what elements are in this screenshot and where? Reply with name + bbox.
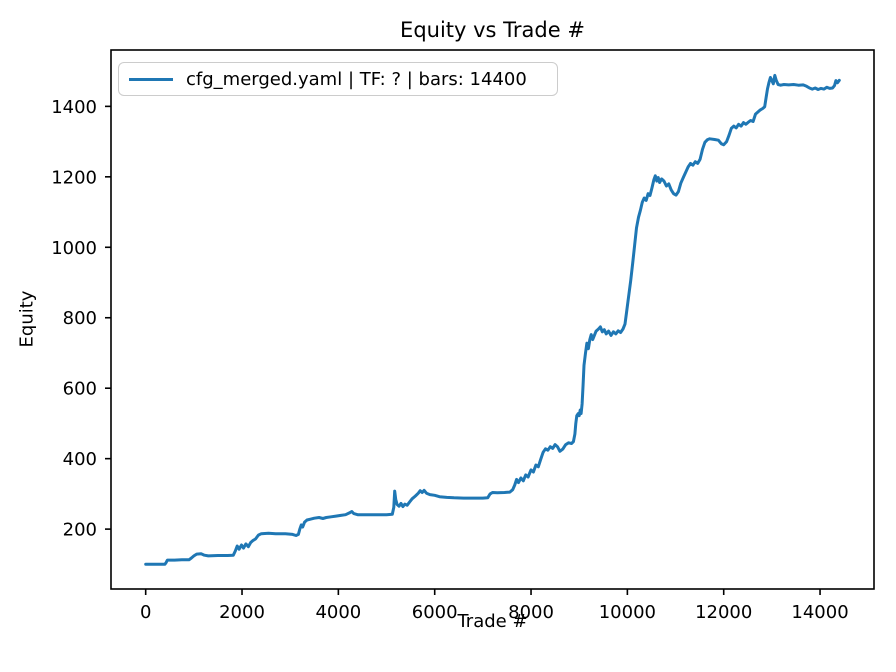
y-tick-label: 1000 xyxy=(51,238,97,259)
equity-line xyxy=(144,73,841,566)
axes-frame xyxy=(110,49,875,590)
legend: cfg_merged.yaml | TF: ? | bars: 14400 xyxy=(118,62,558,96)
x-tick-label: 2000 xyxy=(219,602,265,623)
y-tick-label: 800 xyxy=(63,308,97,329)
y-tick-label: 200 xyxy=(63,520,97,541)
y-tick-label: 1200 xyxy=(51,167,97,188)
y-tick-label: 1400 xyxy=(51,97,97,118)
x-tick-label: 10000 xyxy=(599,602,656,623)
x-tick-label: 0 xyxy=(140,602,151,623)
y-tick-label: 600 xyxy=(63,379,97,400)
x-tick-label: 12000 xyxy=(695,602,752,623)
legend-line-sample-icon xyxy=(129,77,173,81)
y-tick-label: 400 xyxy=(63,449,97,470)
x-tick-label: 8000 xyxy=(508,602,554,623)
x-tick-label: 6000 xyxy=(412,602,458,623)
chart-title: Equity vs Trade # xyxy=(400,18,585,42)
y-axis-label: Equity xyxy=(16,290,38,348)
x-tick-label: 4000 xyxy=(315,602,361,623)
legend-label: cfg_merged.yaml | TF: ? | bars: 14400 xyxy=(186,68,527,90)
x-axis-label: Trade # xyxy=(457,611,528,632)
x-tick-label: 14000 xyxy=(791,602,848,623)
